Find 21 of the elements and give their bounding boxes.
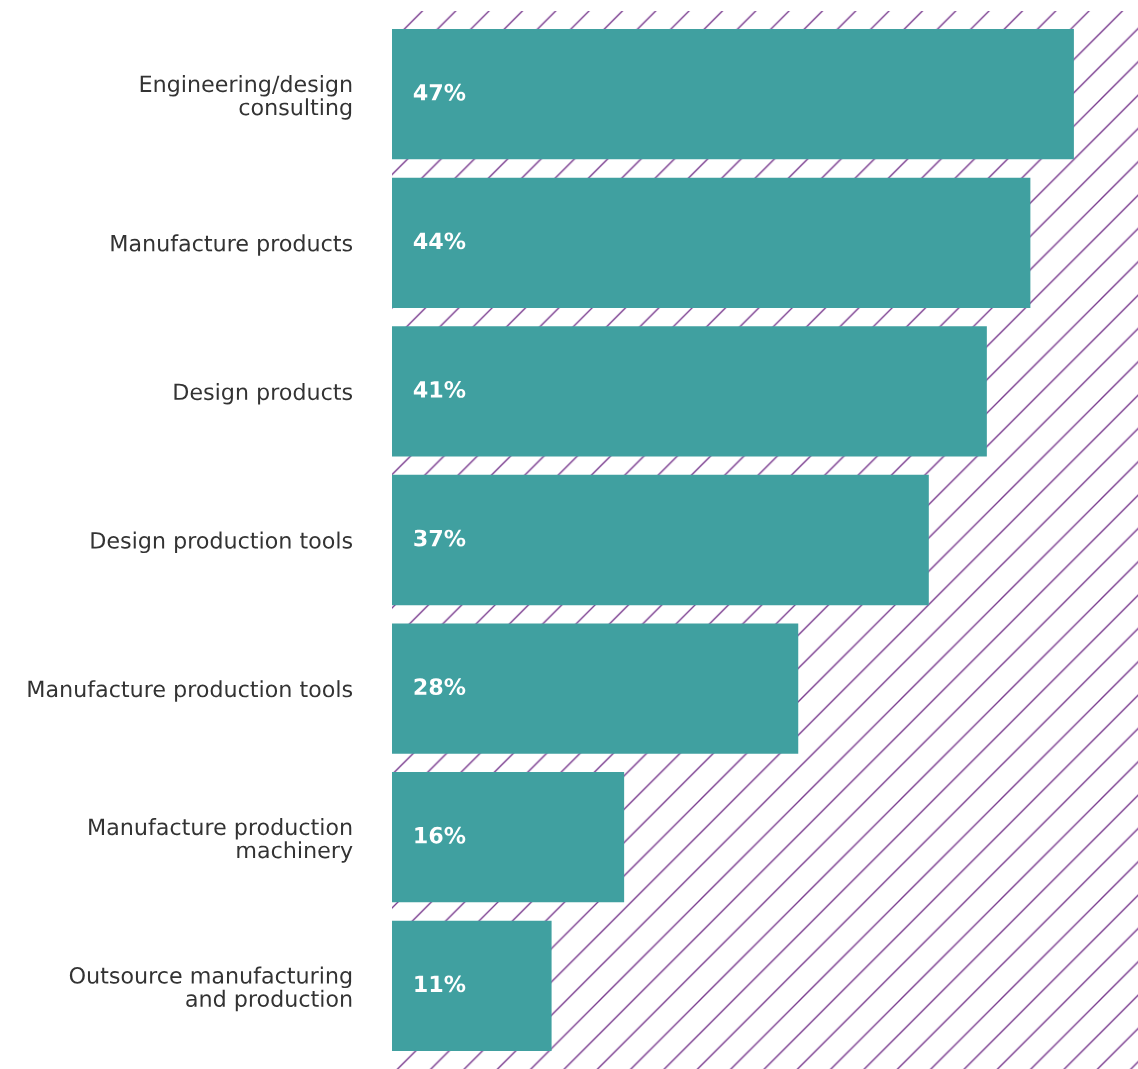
bar [392, 623, 799, 754]
bar [392, 474, 929, 606]
y-tick-label: Outsource manufacturing and production [69, 966, 352, 1012]
y-tick-label: Manufacture products [111, 234, 353, 256]
y-tick-label: Engineering/design consulting [140, 75, 352, 120]
data-label: 44% [413, 232, 466, 250]
data-label: 16% [415, 826, 466, 844]
bar [392, 326, 987, 457]
data-label: 28% [414, 678, 466, 696]
y-tick-label: Design production tools [91, 531, 353, 554]
bar [392, 772, 625, 903]
data-label: 11% [415, 975, 466, 993]
data-label: 41% [413, 381, 466, 398]
y-tick-label: Manufacture production machinery [89, 817, 353, 863]
bar [392, 177, 1031, 308]
data-label: 47% [413, 83, 466, 101]
y-tick-label: Design products [174, 382, 353, 405]
data-label: 37% [414, 529, 466, 547]
y-tick-label: Manufacture production tools [28, 680, 353, 702]
bar [392, 29, 1074, 160]
bar [392, 920, 552, 1051]
